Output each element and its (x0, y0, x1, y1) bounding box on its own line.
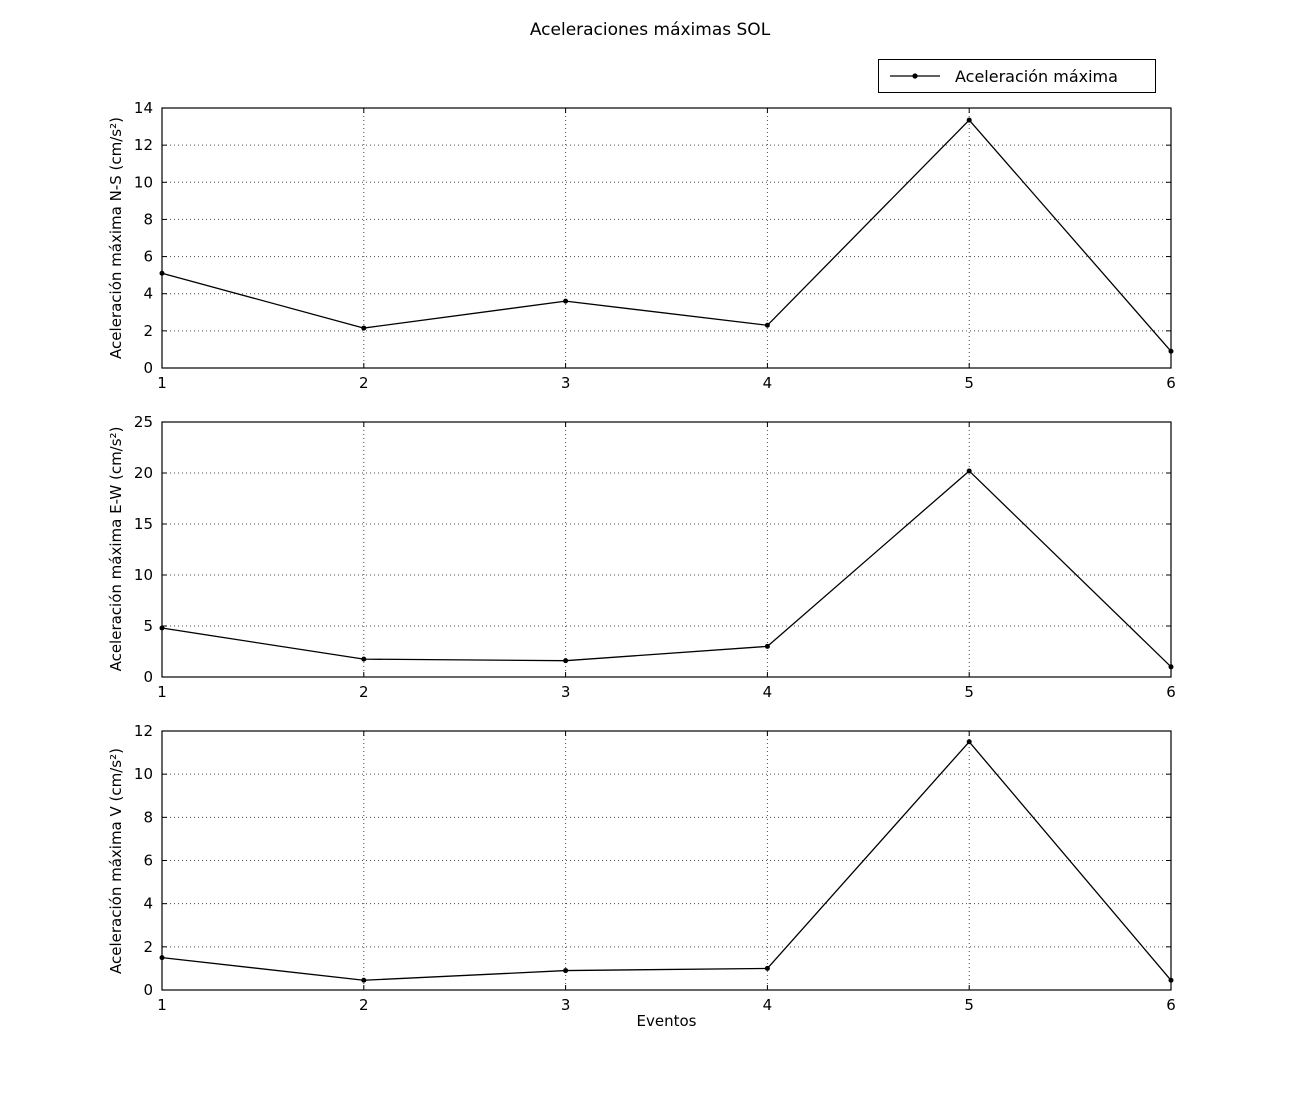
data-point (966, 468, 972, 474)
y-tick-label: 10 (134, 173, 153, 191)
data-point (1168, 977, 1174, 983)
x-tick-label: 1 (157, 683, 167, 701)
legend-label: Aceleración máxima (955, 66, 1118, 86)
series-line (161, 741, 1172, 981)
data-point (361, 325, 367, 331)
data-point (966, 117, 972, 123)
data-point (361, 656, 367, 662)
x-tick-label: 6 (1166, 996, 1176, 1014)
x-tick-label: 3 (561, 374, 571, 392)
y-tick-label: 0 (143, 981, 153, 999)
y-tick-label: 10 (134, 765, 153, 783)
y-axis-label-v: Aceleración máxima V (cm/s²) (107, 748, 125, 974)
data-point (764, 965, 770, 971)
y-tick-label: 6 (143, 852, 153, 870)
data-point (764, 322, 770, 328)
x-tick-label: 2 (359, 683, 369, 701)
data-point (966, 739, 972, 745)
legend-line-sample (890, 73, 940, 79)
y-tick-label: 8 (143, 808, 153, 826)
y-tick-label: 10 (134, 566, 153, 584)
axes-frame (161, 421, 1172, 678)
y-tick-label: 25 (134, 413, 153, 431)
series-line (161, 470, 1172, 668)
figure-title: Aceleraciones máximas SOL (529, 20, 771, 40)
data-point (159, 625, 165, 631)
y-tick-label: 14 (134, 99, 153, 117)
x-tick-label: 3 (561, 683, 571, 701)
series-line (161, 119, 1172, 352)
y-tick-label: 4 (143, 285, 153, 303)
y-axis-label-ew: Aceleración máxima E-W (cm/s²) (107, 427, 125, 672)
data-point (159, 955, 165, 961)
y-tick-label: 2 (143, 322, 153, 340)
x-tick-label: 5 (964, 374, 974, 392)
y-tick-label: 0 (143, 668, 153, 686)
x-tick-label: 3 (561, 996, 571, 1014)
data-point (563, 658, 569, 664)
y-tick-label: 20 (134, 464, 153, 482)
x-tick-label: 2 (359, 996, 369, 1014)
data-point (159, 270, 165, 276)
y-axis-label-ns: Aceleración máxima N-S (cm/s²) (107, 117, 125, 359)
subplot-E-W: 1 2 3 4 5 6 0 5 10 15 20 25 (134, 413, 1176, 701)
y-tick-label: 8 (143, 210, 153, 228)
y-tick-label: 6 (143, 248, 153, 266)
x-tick-label: 1 (157, 374, 167, 392)
x-tick-label: 4 (763, 996, 773, 1014)
x-tick-label: 4 (763, 683, 773, 701)
legend: Aceleración máxima (878, 59, 1156, 93)
x-tick-label: 2 (359, 374, 369, 392)
y-tick-label: 12 (134, 136, 153, 154)
data-point (1168, 664, 1174, 670)
x-axis-label: Eventos (636, 1012, 697, 1030)
x-tick-label: 6 (1166, 683, 1176, 701)
y-tick-label: 2 (143, 938, 153, 956)
data-point (361, 977, 367, 983)
x-tick-label: 5 (964, 683, 974, 701)
data-point (1168, 348, 1174, 354)
axes-frame (161, 107, 1172, 369)
data-point (563, 298, 569, 304)
x-tick-label: 6 (1166, 374, 1176, 392)
y-tick-label: 0 (143, 359, 153, 377)
data-point (563, 968, 569, 974)
x-tick-label: 4 (763, 374, 773, 392)
x-tick-label: 5 (964, 996, 974, 1014)
y-tick-label: 15 (134, 515, 153, 533)
data-point (764, 643, 770, 649)
y-tick-label: 4 (143, 895, 153, 913)
y-tick-label: 12 (134, 722, 153, 740)
x-tick-label: 1 (157, 996, 167, 1014)
y-tick-label: 5 (143, 617, 153, 635)
legend-marker-dot (912, 73, 918, 79)
